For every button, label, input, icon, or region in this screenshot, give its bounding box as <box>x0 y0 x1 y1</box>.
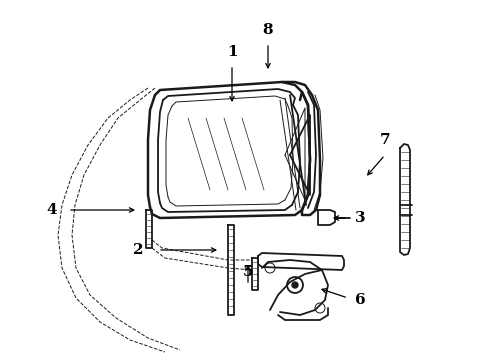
Text: 8: 8 <box>263 23 273 37</box>
Text: 7: 7 <box>380 133 391 147</box>
Circle shape <box>292 282 298 288</box>
Text: 6: 6 <box>355 293 366 307</box>
Text: 3: 3 <box>355 211 366 225</box>
Text: 1: 1 <box>227 45 237 59</box>
Text: 2: 2 <box>133 243 143 257</box>
Text: 5: 5 <box>243 265 253 279</box>
Text: 4: 4 <box>47 203 57 217</box>
